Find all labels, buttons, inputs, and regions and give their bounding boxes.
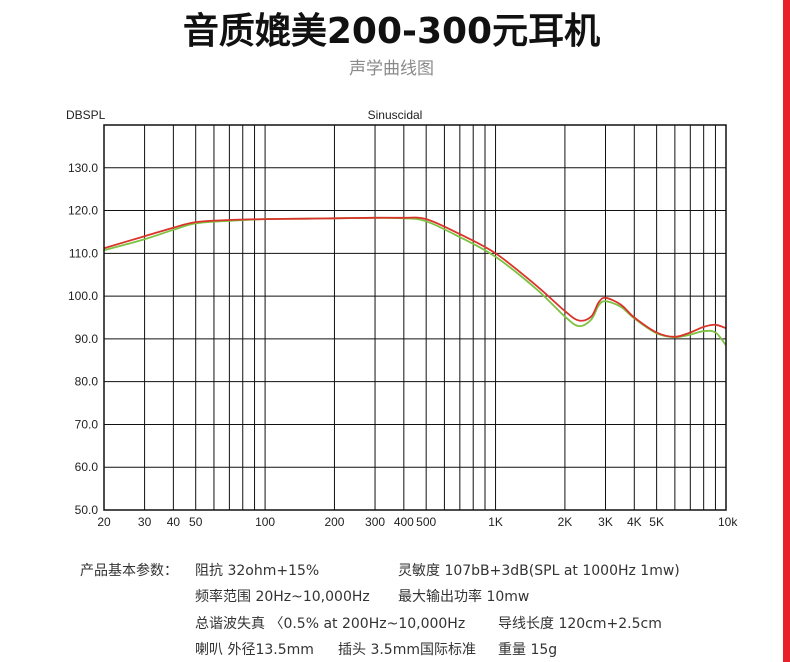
spec-frequency-range: 频率范围 20Hz~10,000Hz [195,589,370,605]
y-tick-labels: 50.0 60.0 70.0 80.0 90.0 100.0 110.0 120.0 130.0 [68,161,98,517]
x-tick-label: 100 [255,515,275,529]
x-tick-label: 20 [97,515,111,529]
spec-max-power: 最大输出功率 10mw [398,589,530,605]
spec-speaker: 喇叭 外径13.5mm [195,642,314,658]
plot-frame [103,124,727,511]
x-tick-label: 2K [558,515,573,529]
spec-cable-length: 导线长度 120cm+2.5cm [498,616,662,632]
y-axis-label: DBSPL [66,108,106,122]
x-tick-label: 300 [365,515,385,529]
y-tick-label: 120.0 [68,204,98,218]
chart-top-label: Sinuscidal [368,108,423,122]
x-tick-label: 40 [167,515,181,529]
y-tick-label: 60.0 [75,460,99,474]
x-tick-label: 10k [718,515,738,529]
red-response-curve [103,216,727,338]
y-tick-label: 130.0 [68,161,98,175]
page-title: 音质媲美200-300元耳机 [182,11,601,52]
spec-thd: 总谐波失真 〈0.5% at 200Hz~10,000Hz [195,616,466,632]
y-tick-label: 90.0 [75,332,99,346]
x-tick-label: 200 [324,515,344,529]
x-tick-label: 3K [598,515,613,529]
x-tick-label: 1K [488,515,503,529]
spec-impedance: 阻抗 32ohm+15% [195,563,320,579]
y-tick-label: 110.0 [69,246,98,260]
x-tick-label: 5K [649,515,664,529]
y-tick-label: 100.0 [68,289,98,303]
y-tick-label: 80.0 [75,375,99,389]
x-tick-label: 400 [394,515,414,529]
x-tick-label: 50 [189,515,203,529]
page-subtitle: 声学曲线图 [349,59,434,79]
x-tick-label: 30 [138,515,152,529]
chart-curves [103,216,727,346]
specs-label: 产品基本参数： [80,563,178,579]
x-tick-labels: 20 30 40 50 100 200 300 400 500 1K 2K 3K 4K 5K 10k [97,515,738,529]
x-tick-label: 500 [416,515,436,529]
green-response-curve [103,216,727,346]
spec-weight: 重量 15g [498,642,558,658]
y-tick-label: 50.0 [75,503,99,517]
y-tick-label: 70.0 [75,417,99,431]
spec-plug: 插头 3.5mm国际标准 [338,642,476,658]
x-tick-label: 4K [627,515,642,529]
accent-edge-bar [783,0,790,662]
spec-sensitivity: 灵敏度 107bB+3dB(SPL at 1000Hz 1mw) [398,563,680,579]
